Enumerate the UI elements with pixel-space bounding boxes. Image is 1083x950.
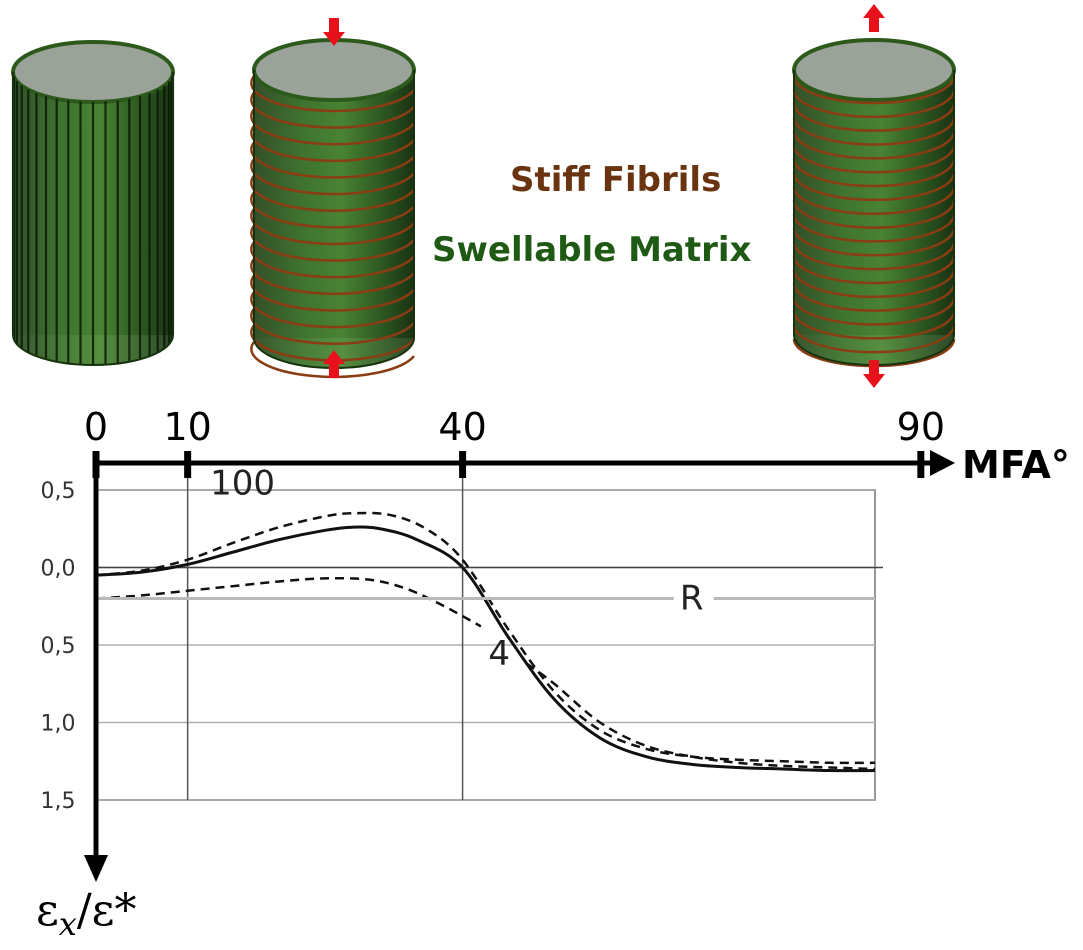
- fibril: [792, 145, 956, 174]
- fibril: [792, 89, 956, 119]
- y-tick-label: 0,0: [41, 557, 76, 582]
- cylinder-top-opening: [792, 38, 956, 102]
- cylinder-illustrations: [11, 4, 956, 388]
- fibril: [792, 131, 956, 160]
- y-axis-arrowhead: [84, 855, 108, 882]
- mfa-axis: 0 10 40 90 MFA°: [84, 405, 1070, 487]
- fibril: [792, 117, 956, 146]
- cylinder-hoop-fibrils: [792, 4, 956, 388]
- cylinder-top-opening: [11, 40, 175, 104]
- force-arrow-head: [323, 32, 345, 46]
- y-tick-label: 1,0: [41, 712, 76, 737]
- chart-area: 100 R 4 0,5 0,0 0,5 1,0 1,5 0 10 40 90 MFA°: [41, 405, 1070, 882]
- series-lines: [95, 511, 876, 773]
- legend-stiff-fibrils: Stiff Fibrils: [510, 160, 722, 200]
- mfa-tick-label: 0: [84, 405, 108, 449]
- fibril: [792, 200, 956, 229]
- fibril-lines: [792, 75, 956, 368]
- fibril: [792, 311, 956, 340]
- fibril: [250, 341, 415, 379]
- cylinder-outline: [12, 72, 174, 366]
- force-arrow-shaft: [329, 18, 339, 34]
- y-axis-arrow: [84, 455, 108, 882]
- cylinder-body: [254, 70, 414, 368]
- mfa-tick-label: 10: [163, 405, 211, 449]
- force-arrow-head: [323, 350, 345, 364]
- fibril: [792, 75, 956, 105]
- fibril: [792, 228, 956, 257]
- force-arrow-head: [863, 374, 885, 388]
- fibril: [792, 325, 956, 354]
- fibril: [792, 255, 956, 285]
- y-tick-label: 0,5: [41, 479, 76, 504]
- fibril: [792, 269, 956, 299]
- series-line-dashed: [526, 662, 876, 771]
- y-axis-label-rest: /ε*: [76, 885, 137, 936]
- annotation-mask: [673, 583, 714, 618]
- cylinder-axial-fibrils: [11, 40, 175, 366]
- cylinder-helical-fibrils: [250, 18, 416, 379]
- mfa-tick-label: 90: [897, 405, 945, 449]
- y-axis-label-sub: x: [58, 904, 77, 943]
- y-axis-label: εx/ε*: [36, 885, 136, 943]
- series-line-solid: [95, 525, 876, 773]
- y-tick-label: 1,5: [41, 789, 76, 814]
- mfa-tick-label: 40: [438, 405, 486, 449]
- force-arrow-head: [863, 4, 885, 18]
- fibril: [792, 103, 956, 132]
- fibril: [792, 186, 956, 215]
- fibril: [792, 172, 956, 202]
- legend-swellable-matrix: Swellable Matrix: [432, 230, 752, 270]
- fibril: [792, 158, 956, 188]
- mfa-axis-label: MFA°: [962, 443, 1070, 487]
- mfa-axis-arrowhead: [930, 450, 955, 476]
- y-axis-label-main: ε: [36, 885, 59, 936]
- force-arrow-shaft: [869, 16, 879, 32]
- cylinder-body: [794, 70, 954, 365]
- series-annotations: 100 R 4: [210, 464, 714, 674]
- force-arrow-shaft: [329, 362, 339, 378]
- grid-lines: [96, 455, 883, 801]
- series-annotation: 100: [210, 464, 275, 504]
- fibril: [792, 242, 956, 271]
- cylinder-top-opening: [252, 38, 416, 102]
- series-line-dashed: [95, 511, 876, 765]
- series-annotation: R: [680, 578, 704, 618]
- series-annotation: 4: [488, 634, 510, 674]
- fibril: [792, 283, 956, 312]
- fibril-lines: [11, 72, 175, 365]
- force-arrow-shaft: [869, 360, 879, 376]
- y-tick-label: 0,5: [41, 634, 76, 659]
- y-tick-labels: 0,5 0,0 0,5 1,0 1,5: [41, 479, 76, 814]
- fibril: [792, 214, 956, 243]
- fibril: [792, 297, 956, 326]
